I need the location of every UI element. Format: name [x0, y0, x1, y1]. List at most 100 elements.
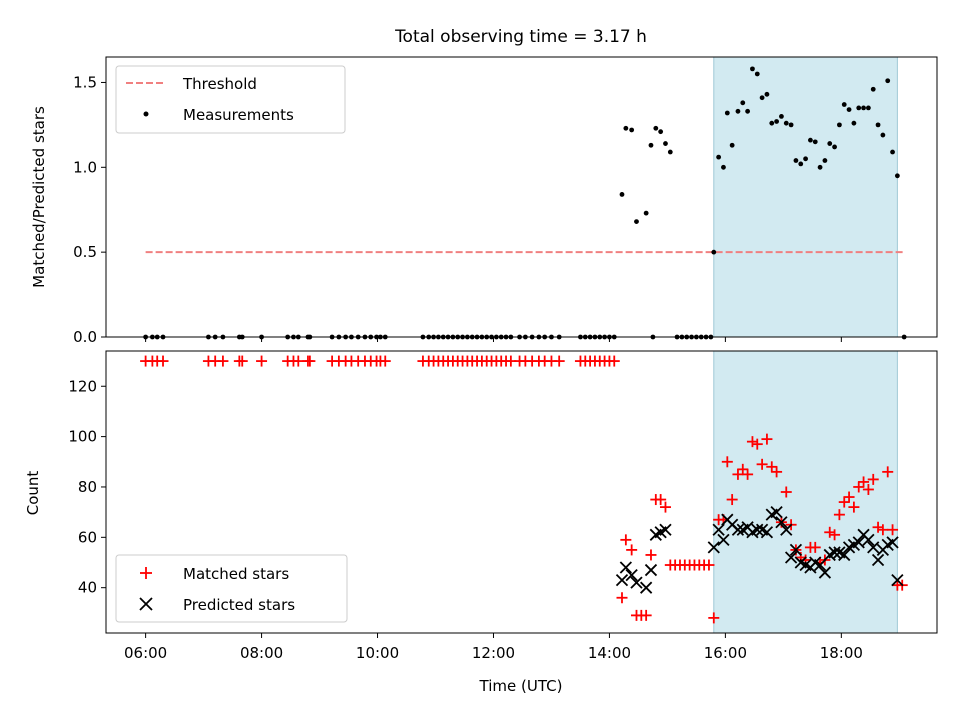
measurement-point [740, 100, 746, 106]
predicted-star-point [707, 541, 720, 554]
measurement-point [808, 137, 813, 143]
predicted-star-point [789, 543, 803, 557]
measurement-point [894, 173, 900, 179]
measurement-point [619, 192, 625, 197]
measurement-point [827, 141, 833, 146]
matched-star-point [726, 494, 738, 506]
measurement-point [851, 120, 857, 126]
bottom-legend-box [115, 554, 348, 623]
measurement-point [841, 102, 847, 107]
matched-star-point [236, 355, 248, 367]
predicted-star-point [615, 573, 629, 587]
measurement-point [735, 108, 741, 114]
matched-star-point [620, 534, 632, 546]
legend-threshold-label: Threshold [182, 75, 257, 93]
bottom-y-tick-label: 80 [78, 478, 97, 496]
legend-measurements-swatch [143, 111, 149, 117]
matched-star-point [867, 473, 879, 485]
measurement-point [716, 154, 722, 160]
top-y-axis-ticks: 0.0 0.5 1.0 1.5 [73, 73, 106, 346]
measurement-point [861, 105, 866, 111]
matched-star-point [721, 456, 733, 468]
measurement-point [788, 122, 794, 128]
top-measurement-points [143, 66, 907, 340]
measurement-point [822, 158, 828, 163]
bottom-plot-frame [105, 350, 938, 634]
matched-star-point [877, 524, 889, 536]
measurement-point [885, 78, 891, 84]
bottom-matched-points [140, 355, 908, 624]
measurement-point [729, 142, 735, 148]
measurement-point [793, 158, 799, 163]
bottom-highlight-rect [713, 350, 898, 634]
top-legend-box [115, 65, 346, 134]
matched-star-point [872, 521, 884, 533]
measurement-point [774, 119, 779, 124]
top-chart-title: Total observing time = 3.17 h [394, 27, 647, 47]
matched-star-point [217, 355, 229, 367]
predicted-star-point [862, 533, 875, 546]
matched-star-point [655, 494, 667, 506]
top-plot-frame [105, 56, 938, 338]
bottom-x-tick-label: 16:00 [704, 644, 747, 662]
measurement-point [803, 156, 808, 162]
top-y-axis-label: Matched/Predicted stars [30, 106, 48, 288]
matched-star-point [853, 481, 865, 493]
predicted-star-point [784, 551, 798, 564]
measurement-point [745, 108, 751, 114]
matched-star-point [824, 526, 836, 538]
bottom-y-tick-label: 60 [78, 528, 97, 546]
measurement-point [890, 149, 895, 155]
measurement-point [865, 105, 871, 111]
measurement-point [711, 249, 717, 255]
measurement-point [832, 144, 837, 150]
measurement-point [629, 127, 635, 133]
measurement-point [812, 139, 818, 145]
top-chart-panel: 0.0 0.5 1.0 1.5 Matched/Predicted stars Thr… [30, 56, 938, 346]
matched-star-point [838, 496, 850, 508]
predicted-star-point [619, 561, 632, 574]
predicted-star-point [886, 536, 899, 549]
matched-star-point [766, 461, 778, 473]
matched-star-point [882, 466, 894, 478]
bottom-legend: Matched stars Predicted stars [115, 554, 348, 623]
measurement-point [667, 149, 673, 155]
bottom-x-tick-label: 12:00 [472, 644, 515, 662]
measurement-point [870, 86, 876, 92]
measurement-point [724, 110, 730, 116]
top-highlight-span [713, 56, 898, 338]
predicted-star-point [659, 523, 672, 536]
measurement-point [764, 91, 770, 97]
bottom-x-axis-ticks: 06:00 08:00 10:00 12:00 14:00 16:00 18:00 [124, 633, 863, 662]
predicted-star-point [717, 533, 730, 546]
bottom-y-axis-label: Count [24, 471, 42, 516]
matched-star-point [708, 612, 720, 624]
top-y-tick-label: 0.0 [73, 328, 97, 346]
bottom-x-tick-label: 14:00 [588, 644, 631, 662]
predicted-star-point [751, 523, 764, 536]
bottom-y-axis-ticks: 40 60 80 100 120 [68, 377, 106, 597]
predicted-star-point [838, 548, 851, 562]
matched-star-point [809, 541, 821, 553]
legend-predicted-swatch [139, 597, 153, 611]
bottom-highlight-span [713, 350, 898, 634]
predicted-star-point [828, 546, 841, 559]
matched-star-point [659, 501, 671, 513]
legend-matched-swatch [140, 567, 152, 579]
predicted-star-point [640, 581, 653, 594]
measurement-point [856, 105, 862, 111]
measurement-point [648, 142, 654, 148]
legend-matched-label: Matched stars [183, 565, 289, 583]
matched-star-point [732, 468, 744, 480]
measurement-point [754, 71, 760, 77]
matched-star-point [256, 355, 268, 367]
matched-star-point [843, 491, 855, 503]
bottom-y-tick-label: 100 [68, 428, 97, 446]
top-y-tick-label: 1.5 [73, 73, 97, 91]
legend-predicted-label: Predicted stars [183, 596, 295, 614]
matched-star-point [848, 501, 860, 513]
measurement-point [875, 122, 881, 128]
measurement-point [817, 164, 823, 170]
predicted-star-point [775, 516, 788, 529]
